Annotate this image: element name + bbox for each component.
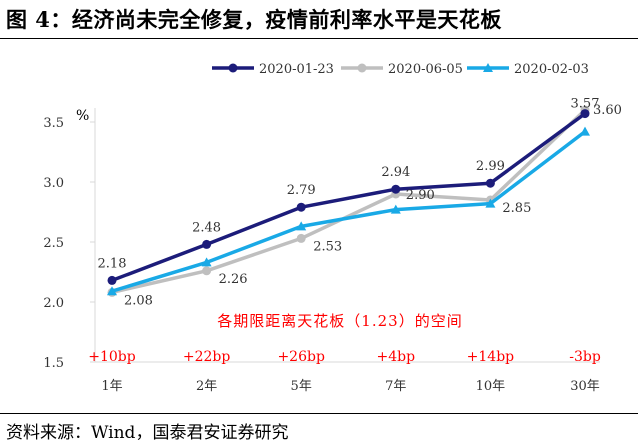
annotation-text: 各期限距离天花板（1.23）的空间 (217, 312, 462, 330)
data-labels: 2.18 2.48 2.79 2.94 2.99 3.57 2.08 2.26 2.53 2.90… (98, 97, 622, 309)
legend-label: 2020-02-03 (514, 62, 589, 77)
data-point (485, 198, 496, 208)
data-label: 2.79 (287, 183, 316, 198)
data-point (391, 184, 401, 194)
spread-label: +26bp (277, 349, 325, 365)
x-tick-label: 10年 (476, 379, 506, 394)
data-label: 2.18 (98, 256, 127, 271)
spread-label: -3bp (569, 349, 601, 365)
title-rule (0, 38, 638, 39)
data-label: 2.99 (476, 159, 505, 174)
data-point (296, 202, 306, 212)
y-tick-label: 2.0 (43, 296, 64, 311)
series-layer (107, 105, 590, 297)
x-tick-label: 30年 (570, 379, 600, 394)
data-label: 2.26 (219, 272, 248, 287)
data-label: 2.53 (313, 239, 342, 254)
x-tick-label: 7年 (385, 379, 406, 394)
data-label: 2.48 (192, 220, 221, 235)
series-line-2020-02-03 (111, 130, 587, 293)
data-point (580, 109, 590, 119)
data-point (485, 178, 495, 188)
data-point (580, 126, 590, 136)
source-rule (0, 413, 638, 414)
data-label: 2.08 (124, 293, 153, 308)
data-point (296, 233, 306, 243)
page-title: 图 4：经济尚未完全修复，疫情前利率水平是天花板 (6, 7, 502, 32)
series-line-2020-06-05 (111, 108, 587, 295)
annotation-layer: 各期限距离天花板（1.23）的空间 +10bp +22bp +26bp +4bp +14b… (88, 312, 601, 365)
legend-label: 2020-01-23 (259, 62, 334, 77)
legend-marker (357, 63, 367, 73)
data-point (202, 266, 212, 276)
data-point (202, 239, 212, 249)
legend-marker (483, 63, 493, 72)
data-point (390, 204, 401, 214)
data-label: 3.60 (593, 103, 622, 118)
data-point (296, 221, 307, 231)
spread-label: +4bp (377, 349, 416, 365)
source-note: 资料来源：Wind，国泰君安证券研究 (6, 423, 289, 443)
spread-label: +14bp (467, 349, 515, 365)
data-point (107, 275, 117, 285)
data-point (201, 257, 212, 267)
data-label: 3.57 (571, 97, 600, 112)
data-label: 2.90 (406, 188, 435, 203)
spread-label: +22bp (183, 349, 231, 365)
series-line-2020-01-23 (111, 112, 587, 283)
data-label: 2.94 (381, 165, 410, 180)
x-tick-label: 5年 (291, 379, 312, 394)
legend-marker (228, 63, 238, 73)
legend: 2020-01-23 2020-06-05 2020-02-03 (212, 62, 589, 77)
y-tick-label: 3.5 (43, 116, 64, 131)
x-axis: 1年 2年 5年 7年 10年 30年 (95, 361, 600, 394)
y-axis-unit: % (76, 108, 89, 124)
legend-label: 2020-06-05 (388, 62, 463, 77)
x-tick-label: 2年 (196, 379, 217, 394)
y-axis: 1.5 2.0 2.5 3.0 3.5% (43, 108, 96, 371)
x-tick-label: 1年 (101, 379, 122, 394)
data-point (107, 286, 117, 296)
y-tick-label: 2.5 (43, 236, 64, 251)
data-label: 2.85 (502, 201, 531, 216)
y-tick-label: 3.0 (43, 176, 64, 191)
spread-label: +10bp (88, 349, 136, 365)
y-tick-label: 1.5 (43, 356, 64, 371)
